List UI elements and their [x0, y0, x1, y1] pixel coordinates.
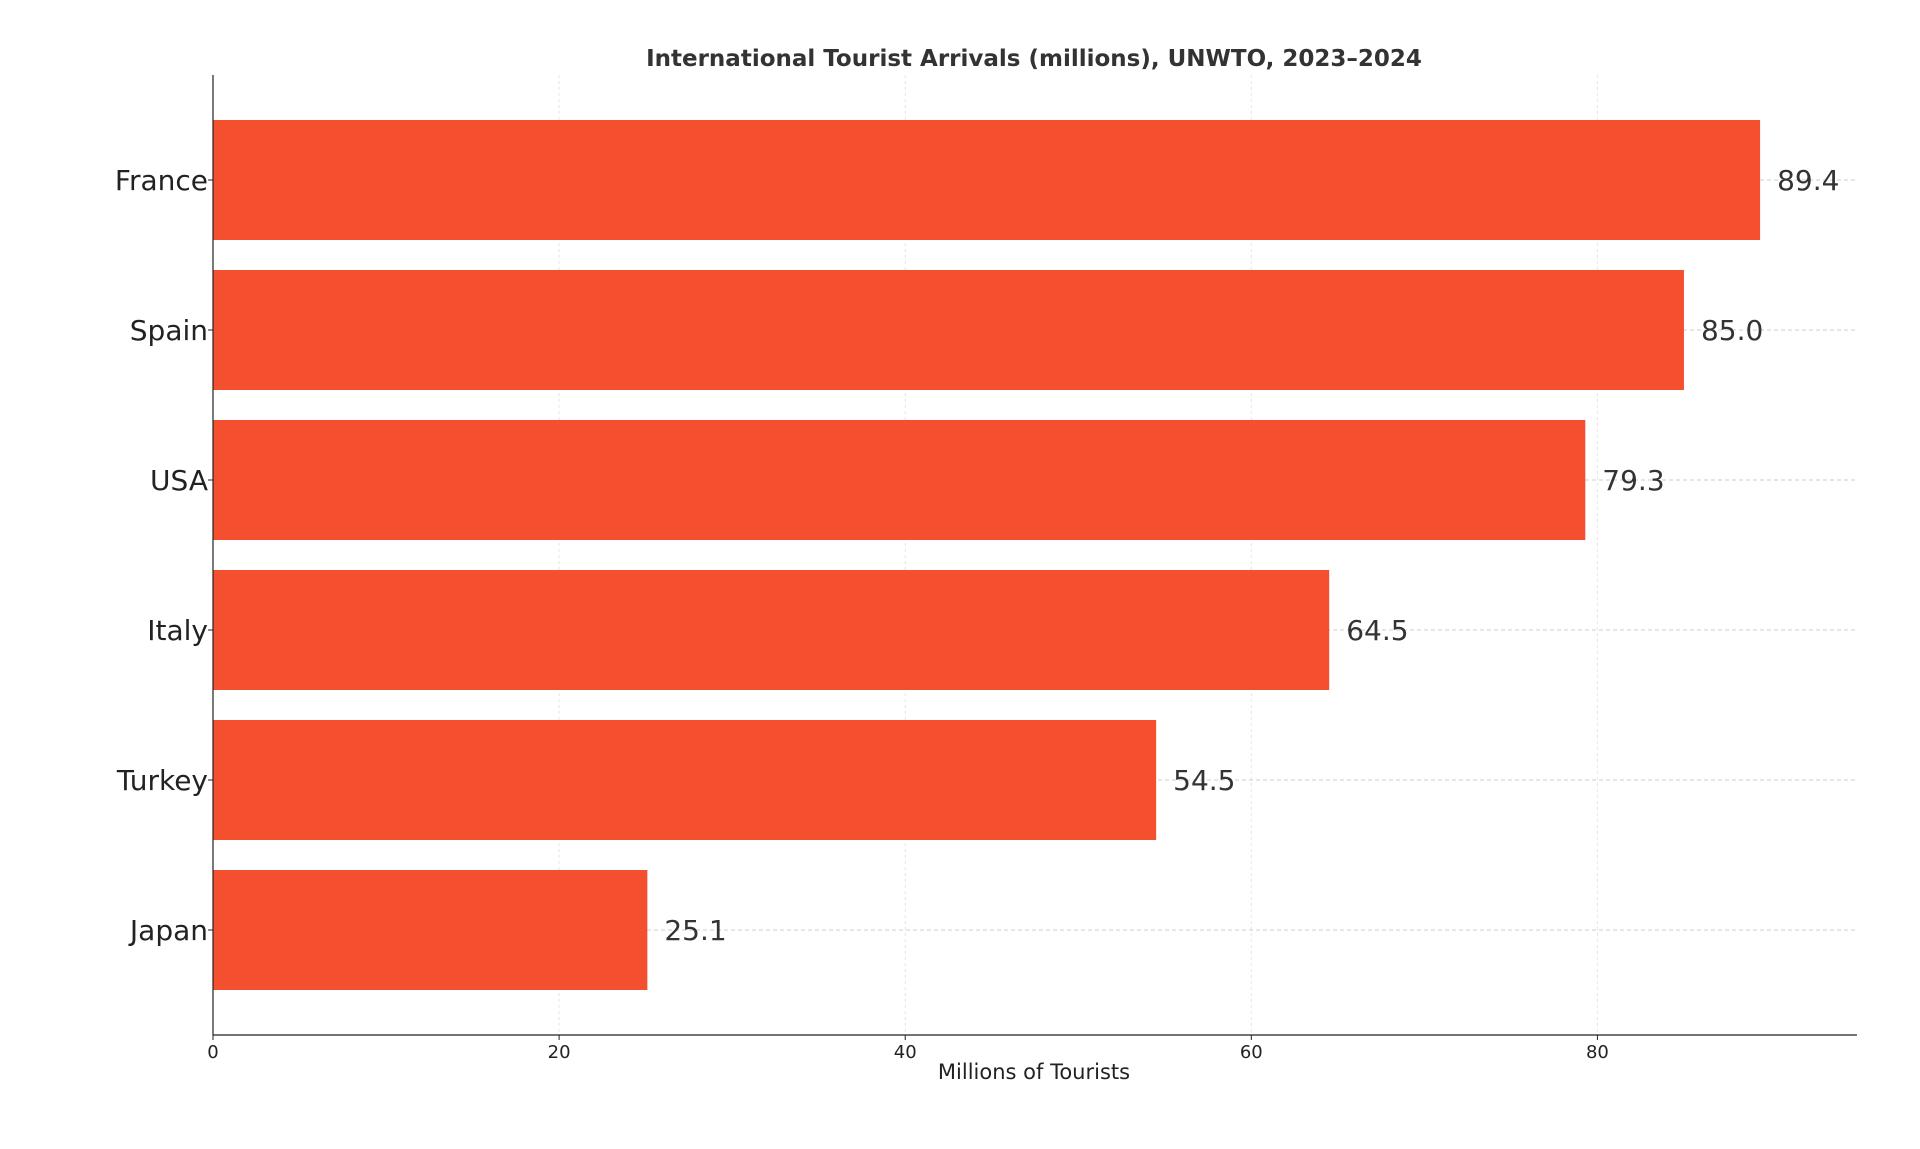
- category-label-france: France: [115, 164, 208, 197]
- category-label-spain: Spain: [130, 314, 208, 347]
- category-label-italy: Italy: [147, 614, 208, 647]
- chart-title: International Tourist Arrivals (millions…: [646, 46, 1422, 72]
- x-tick-label-60: 60: [1240, 1042, 1263, 1063]
- bar-italy: [213, 570, 1330, 690]
- category-label-usa: USA: [150, 464, 208, 497]
- x-axis-title: Millions of Tourists: [938, 1060, 1130, 1084]
- value-label-spain: 85.0: [1701, 314, 1763, 347]
- value-label-turkey: 54.5: [1173, 764, 1235, 797]
- x-tick-label-40: 40: [894, 1042, 917, 1063]
- bar-france: [213, 120, 1761, 240]
- value-label-usa: 79.3: [1602, 464, 1664, 497]
- labels: France 89.4 Spain 85.0 USA 79.3 Italy 64.5 Turke…: [115, 164, 1840, 1063]
- value-label-japan: 25.1: [664, 914, 726, 947]
- category-label-turkey: Turkey: [116, 764, 208, 797]
- bar-japan: [213, 870, 648, 990]
- bar-spain: [213, 270, 1684, 390]
- value-label-france: 89.4: [1777, 164, 1839, 197]
- x-tick-label-80: 80: [1586, 1042, 1609, 1063]
- x-tick-label-0: 0: [207, 1042, 218, 1063]
- x-tick-label-20: 20: [548, 1042, 571, 1063]
- value-label-italy: 64.5: [1346, 614, 1408, 647]
- bar-usa: [213, 420, 1586, 540]
- axes: [208, 75, 1857, 1040]
- bars: [213, 120, 1761, 990]
- bar-turkey: [213, 720, 1157, 840]
- category-label-japan: Japan: [128, 914, 208, 947]
